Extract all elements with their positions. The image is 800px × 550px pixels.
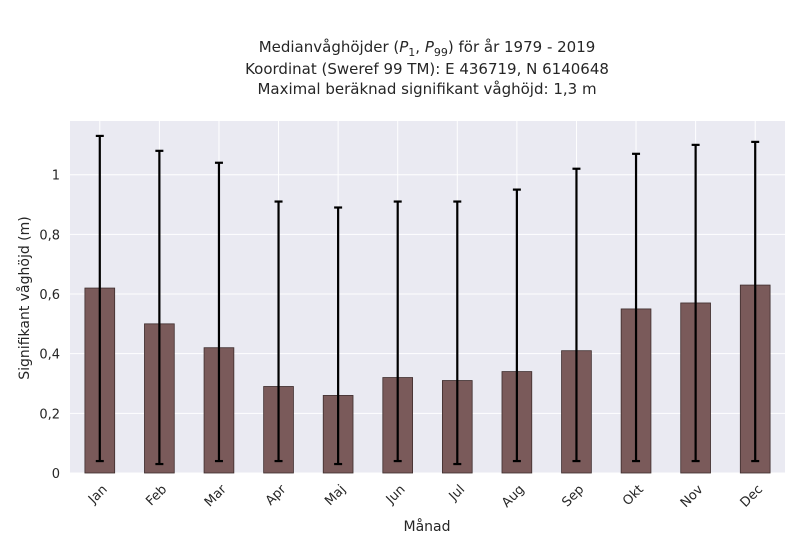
y-tick-label: 0,8 <box>39 228 60 243</box>
x-tick-label-nov: Nov <box>678 482 707 511</box>
y-tick-label: 1 <box>52 169 60 184</box>
chart-title-line-3: Maximal beräknad signifikant våghöjd: 1,… <box>257 80 596 98</box>
x-tick-label-sep: Sep <box>559 482 587 510</box>
error-bar-aug <box>512 188 521 463</box>
plot-area <box>70 121 785 473</box>
error-bar-feb <box>155 149 164 466</box>
x-axis-label: Månad <box>404 518 451 535</box>
error-bar-sep <box>572 167 581 463</box>
error-bar-okt <box>632 152 641 463</box>
error-bars <box>95 134 760 466</box>
chart-title-line-1: Medianvåghöjder (P1, P99) för år 1979 - … <box>259 38 596 59</box>
x-tick-label-jan: Jan <box>85 482 110 507</box>
y-tick-label: 0,6 <box>39 288 60 303</box>
error-bar-dec <box>751 140 760 463</box>
chart-title-line-2: Koordinat (Sweref 99 TM): E 436719, N 61… <box>245 60 609 78</box>
x-tick-label-aug: Aug <box>499 482 528 511</box>
x-tick-label-apr: Apr <box>263 482 290 509</box>
x-tick-label-mar: Mar <box>202 482 230 510</box>
error-bar-nov <box>691 143 700 463</box>
x-tick-label-jun: Jun <box>383 482 409 508</box>
y-tick-label: 0,2 <box>39 407 60 422</box>
error-bar-mar <box>214 161 223 463</box>
x-tick-label-okt: Okt <box>620 482 647 509</box>
error-bar-maj <box>334 206 343 466</box>
y-axis-ticks: 0 0,2 0,4 0,6 0,8 1 <box>39 169 60 482</box>
x-axis-ticks: Jan Feb Mar Apr Maj Jun Jul Aug Sep Okt Nov Dec <box>85 482 766 511</box>
error-bar-jan <box>95 134 104 463</box>
x-tick-label-feb: Feb <box>143 482 170 509</box>
y-tick-label: 0 <box>52 467 60 482</box>
x-tick-label-jul: Jul <box>446 482 468 504</box>
x-tick-label-dec: Dec <box>738 482 766 510</box>
error-bar-apr <box>274 200 283 463</box>
y-tick-label: 0,4 <box>39 348 60 363</box>
error-bar-jun <box>393 200 402 463</box>
y-axis-label: Signifikant våghöjd (m) <box>16 216 33 379</box>
error-bar-jul <box>453 200 462 466</box>
x-tick-label-maj: Maj <box>322 482 349 509</box>
